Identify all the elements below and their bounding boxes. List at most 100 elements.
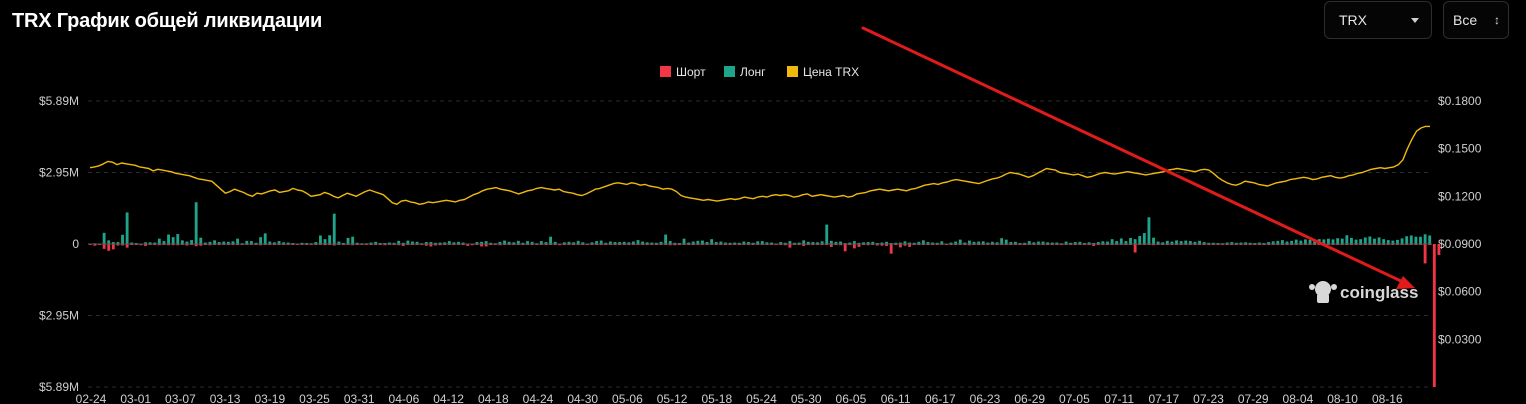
long-bar xyxy=(613,242,617,244)
long-bar xyxy=(627,242,631,244)
long-bar xyxy=(277,241,281,244)
long-bar xyxy=(1345,235,1349,244)
long-bar xyxy=(102,232,106,244)
long-bar xyxy=(447,241,451,244)
long-bar xyxy=(779,242,783,244)
long-bar xyxy=(489,242,493,244)
long-bar xyxy=(1419,236,1422,244)
long-bar xyxy=(760,241,764,244)
long-bar xyxy=(130,242,134,244)
long-bar xyxy=(673,242,677,244)
long-bar xyxy=(1391,240,1395,244)
long-bar xyxy=(148,242,152,244)
long-bar xyxy=(1096,242,1100,244)
short-bar xyxy=(1423,244,1427,264)
long-bar xyxy=(747,242,750,244)
long-bar xyxy=(816,242,819,244)
long-bar xyxy=(1327,238,1330,244)
long-bar xyxy=(1014,241,1017,244)
long-bar xyxy=(231,241,235,244)
long-bar xyxy=(1225,242,1229,244)
long-bar xyxy=(898,242,902,244)
short-bar xyxy=(1092,244,1096,246)
short-bar xyxy=(788,244,792,248)
long-bar xyxy=(917,241,921,244)
long-bar xyxy=(1152,237,1155,244)
long-bar xyxy=(424,242,428,244)
long-bar xyxy=(728,242,732,244)
long-bar xyxy=(1354,239,1358,244)
long-bar xyxy=(272,242,276,244)
x-tick-label: 03-25 xyxy=(299,392,330,404)
long-bar xyxy=(415,241,419,244)
long-bar xyxy=(1244,242,1248,244)
long-bar xyxy=(834,241,838,244)
long-bar xyxy=(1423,234,1427,244)
coin-select[interactable]: TRX xyxy=(1324,1,1432,39)
short-bar xyxy=(139,244,143,246)
long-bar xyxy=(185,241,189,244)
legend-label: Шорт xyxy=(676,65,706,79)
short-bar xyxy=(802,244,806,246)
long-bar xyxy=(1184,240,1188,244)
long-bar xyxy=(954,241,958,244)
long-bar xyxy=(862,242,865,244)
range-select[interactable]: Все ↕ xyxy=(1443,1,1509,39)
long-bar xyxy=(1064,241,1068,244)
short-bar xyxy=(397,244,401,246)
coin-select-value: TRX xyxy=(1339,12,1367,28)
long-bar xyxy=(162,241,166,244)
short-bar xyxy=(908,244,912,247)
short-bar xyxy=(116,244,120,246)
short-bar xyxy=(885,244,889,246)
long-bar xyxy=(332,213,336,244)
long-bar xyxy=(880,242,884,244)
long-bar xyxy=(1110,239,1114,244)
long-bar xyxy=(1428,235,1432,244)
short-bar xyxy=(466,244,470,246)
x-tick-label: 04-24 xyxy=(523,392,554,404)
short-bar xyxy=(829,244,833,247)
legend-label: Лонг xyxy=(740,65,766,79)
long-bar xyxy=(1147,217,1151,244)
long-bar xyxy=(1382,239,1386,244)
price-series xyxy=(89,125,1430,205)
long-bar xyxy=(1285,241,1289,244)
short-bar xyxy=(157,244,161,246)
long-bar xyxy=(604,242,608,244)
x-tick-label: 05-12 xyxy=(657,392,688,404)
long-bar xyxy=(461,242,465,244)
x-tick-label: 07-17 xyxy=(1148,392,1179,404)
long-bar xyxy=(912,242,916,244)
long-bar xyxy=(829,240,833,244)
long-bar xyxy=(1055,242,1059,244)
x-tick-label: 03-07 xyxy=(165,392,196,404)
short-bar xyxy=(967,244,971,246)
long-bar xyxy=(521,242,525,244)
long-bar xyxy=(1023,242,1027,244)
long-bar xyxy=(1368,236,1372,244)
long-bar xyxy=(986,242,990,244)
long-bar xyxy=(1032,242,1036,244)
short-bar xyxy=(668,244,672,246)
x-tick-label: 04-06 xyxy=(389,392,420,404)
long-bar xyxy=(733,242,737,244)
legend-swatch xyxy=(724,66,735,77)
long-bar xyxy=(507,241,511,244)
legend[interactable]: Шорт Лонг Цена TRX xyxy=(660,65,859,79)
long-bar xyxy=(645,242,649,244)
long-bar xyxy=(770,242,773,244)
long-bar xyxy=(650,242,654,244)
long-bar xyxy=(1041,241,1045,244)
long-bar xyxy=(581,242,585,244)
long-bar xyxy=(337,241,341,244)
long-bar xyxy=(254,242,258,244)
short-bar xyxy=(480,244,483,247)
long-bar xyxy=(1405,236,1409,244)
long-bar xyxy=(995,242,999,244)
long-bar xyxy=(194,202,198,244)
x-tick-label: 06-29 xyxy=(1014,392,1045,404)
long-bar xyxy=(636,240,640,244)
long-bar xyxy=(406,240,410,244)
long-bar xyxy=(1027,241,1031,244)
